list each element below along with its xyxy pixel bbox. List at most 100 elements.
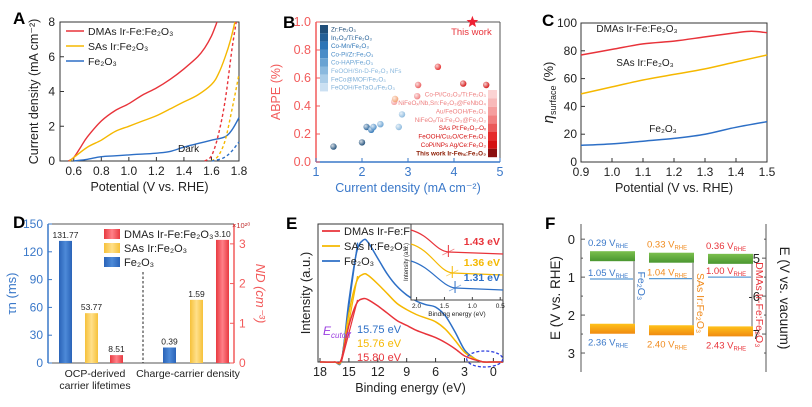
legend-swatch-red: [488, 106, 497, 116]
panel-label: A: [13, 9, 25, 28]
legend-label-red: CoPi/NPs Ag/Ce:Fe₂O₃: [421, 142, 487, 149]
legend-label: Fe₂O₃: [88, 56, 117, 68]
legend-swatch-blue: [320, 83, 328, 92]
data-point-highlight: [391, 95, 399, 103]
panel-label: D: [13, 213, 25, 232]
inset-value: 1.43 eV: [464, 236, 500, 248]
legend-label: DMAs Ir-Fe:Fe₂O₃: [124, 229, 213, 241]
legend-swatch: [104, 243, 120, 253]
conduction-band: [708, 253, 753, 264]
legend-label-blue: FeOOH/Sn-D-Fe₂O₃ NFs: [331, 68, 401, 75]
x-tick-label: 2: [359, 165, 366, 179]
legend-label-blue: FeOOH/FeTaO₄/Fe₂O₃: [331, 85, 395, 92]
y-tick-label-left: 2: [568, 308, 575, 323]
valence-band: [708, 326, 753, 337]
legend-swatch-red: [488, 148, 497, 158]
legend-swatch-red: [488, 115, 497, 124]
y-tick-label-left: 90: [30, 273, 44, 287]
panel-a: A 0.6 0.8 1.0 1.2 1.4 1.6 1.8 0 2 4 6 8 Potential (V …: [13, 9, 248, 194]
y-tick-label: 1.0: [294, 15, 311, 29]
panel-label: B: [283, 13, 295, 32]
y-tick-label: 80: [564, 44, 578, 58]
bar-yellow: [190, 299, 203, 363]
x-tick-label: 6: [432, 365, 439, 379]
data-point-highlight: [377, 121, 384, 128]
legend-swatch-blue: [320, 25, 328, 34]
this-work-star: [466, 15, 479, 27]
bar-value-label: 8.51: [108, 344, 125, 354]
bar-value-label: 131.77: [53, 230, 79, 240]
x-axis-label: Potential (V vs. RHE): [615, 181, 733, 195]
legend-label: Fe₂O₃: [124, 257, 154, 269]
x-tick-label: 4: [451, 165, 458, 179]
legend-label-red: NiFeOₓ/Nb,Sn:Fe₂O₃@FeNbO₄: [398, 100, 486, 107]
y-tick-label: 0.2: [294, 127, 311, 141]
legend-label-blue: Zr:Fe₂O₃: [331, 27, 356, 34]
x-tick-label: 1.0: [121, 164, 138, 178]
y-tick-label-left: 1: [568, 270, 575, 285]
series-label: DMAs Ir-Fe:Fe₂O₃: [596, 24, 677, 35]
bar-value-label: 1.59: [188, 289, 205, 299]
data-point-highlight: [460, 80, 467, 87]
x-tick-label: 12: [371, 365, 385, 379]
category-label: OCP-derived: [65, 368, 126, 380]
zoom-region-ellipse: [466, 350, 504, 368]
x-tick-label: 1.1: [635, 165, 652, 179]
legend-swatch-red: [488, 98, 497, 107]
y-axis-label: Intensity (a.u.): [298, 252, 313, 334]
x-axis-label: Potential (V vs. RHE): [90, 180, 208, 194]
x-tick-label: 1.6: [203, 164, 220, 178]
legend-label-blue: FeCo@MOF/Fe₂O₃: [331, 76, 386, 83]
legend-swatch-blue: [320, 58, 328, 67]
x-tick-label: 1.4: [176, 164, 193, 178]
panel-label: F: [545, 214, 555, 233]
data-point-highlight: [358, 139, 366, 146]
y-tick-label: 8: [48, 15, 55, 29]
data-point-highlight: [330, 143, 337, 150]
valence-band: [590, 323, 635, 334]
panel-f: F0 1 2 3 -5 -6 -7 E (V vs. RHE) E (V vs. vacuum)…: [545, 214, 792, 372]
y-tick-label-left: 0: [568, 232, 575, 247]
legend-label: SAs Ir:Fe₂O₃: [88, 41, 148, 53]
inset-tangent: [446, 269, 459, 277]
cutoff-value: 15.76 eV: [357, 338, 402, 350]
y-axis-label-left: E (V vs. RHE): [548, 256, 563, 340]
x-tick-label: 1.3: [697, 165, 714, 179]
data-point-highlight: [398, 111, 406, 118]
legend-swatch-red: [488, 90, 497, 99]
x-axis-label: Binding energy (eV): [355, 381, 465, 395]
y-tick-label-left: 120: [23, 245, 43, 259]
x-tick-label: 1.5: [759, 165, 776, 179]
inset-value: 1.31 eV: [464, 272, 500, 284]
series-line-dark-5: [211, 141, 240, 162]
inset-tangent: [442, 248, 455, 256]
x-tick-label: 15: [342, 365, 356, 379]
x-tick-label: 0.6: [65, 164, 82, 178]
y-tick-label-right: -7: [748, 327, 760, 342]
y-tick-label: 4: [48, 85, 55, 99]
legend-swatch-blue: [320, 33, 328, 42]
x-tick-label: 1.0: [604, 165, 621, 179]
inset-x-label: Binding energy (eV): [428, 311, 485, 318]
y-axis-label: Current density (mA cm⁻²): [27, 19, 41, 165]
x-tick-label: 1.2: [666, 165, 683, 179]
legend-label: SAs Ir:Fe₂O₃: [124, 243, 187, 255]
legend-swatch-red: [488, 132, 497, 141]
series-line: [580, 30, 768, 56]
legend-label-red: Au/FeOOH/Fe₂O₃: [436, 108, 487, 115]
y-tick-label: 0: [48, 154, 55, 168]
series-line: [580, 120, 768, 147]
y-tick-label-left: 60: [30, 300, 44, 314]
y-tick-label: 0.8: [294, 43, 311, 57]
x-tick-label: 0.9: [573, 165, 590, 179]
bar-blue: [59, 240, 72, 363]
y-tick-label-left: 150: [23, 217, 43, 231]
legend-label-red: This work Ir-Feₕₓ:Fe₂O₃: [416, 150, 486, 157]
y-tick-label-right: 0: [239, 356, 246, 370]
x-tick-label: 3: [405, 165, 412, 179]
legend-label-red: FeOOH/Cu₂O/Ce:Fe₂O₃: [418, 134, 486, 141]
data-point-highlight: [370, 123, 377, 131]
conduction-band: [649, 252, 694, 263]
y-axis-label-right: E (V vs. vacuum): [777, 247, 792, 350]
panel-b: B 1 2 3 4 5 0.0 0.2 0.4 0.6 0.8 1.0 Current density …: [269, 13, 504, 195]
